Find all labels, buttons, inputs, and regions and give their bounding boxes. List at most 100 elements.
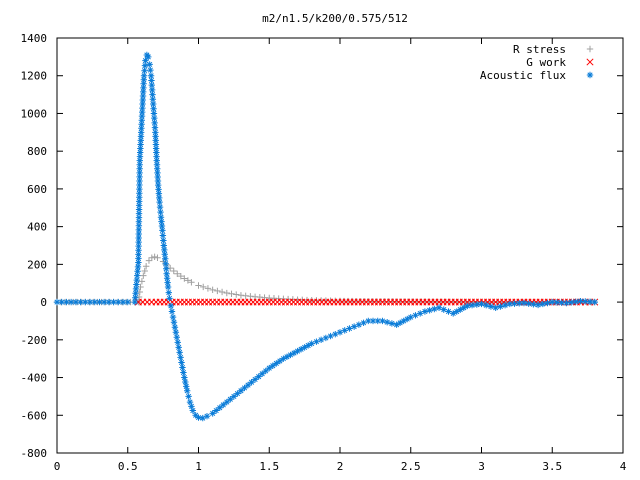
data-point <box>152 129 159 136</box>
x-tick-label: 0 <box>54 460 61 473</box>
x-tick-label: 0.5 <box>118 460 138 473</box>
data-point <box>136 198 143 205</box>
data-point <box>167 264 174 272</box>
data-point <box>450 310 457 317</box>
data-point <box>273 360 280 367</box>
data-point <box>140 72 148 79</box>
data-point <box>404 315 411 323</box>
data-point <box>468 302 476 309</box>
data-point <box>460 304 468 311</box>
data-point <box>138 125 145 132</box>
data-point <box>237 387 245 394</box>
data-point <box>158 222 166 230</box>
data-point <box>165 289 172 296</box>
data-point <box>147 72 155 79</box>
data-point <box>141 267 148 275</box>
data-point <box>435 304 443 311</box>
x-tick-label: 2.5 <box>401 460 421 473</box>
data-point <box>135 247 142 254</box>
chart-title: m2/n1.5/k200/0.575/512 <box>262 12 408 25</box>
y-tick-label: -600 <box>21 409 48 422</box>
data-point <box>177 272 185 280</box>
data-point <box>135 293 143 301</box>
data-point <box>159 232 167 239</box>
data-point <box>383 319 391 326</box>
data-point <box>173 334 181 341</box>
data-point <box>180 369 187 376</box>
data-point <box>332 330 339 338</box>
data-point <box>146 61 153 68</box>
data-point <box>138 121 145 128</box>
x-tick-label: 1 <box>195 460 202 473</box>
data-point <box>487 303 495 310</box>
x-tick-label: 4 <box>620 460 627 473</box>
data-point <box>177 354 184 361</box>
data-point <box>516 300 523 307</box>
data-point <box>135 214 143 221</box>
data-point <box>82 298 89 306</box>
data-point <box>248 379 255 386</box>
data-point <box>150 100 157 108</box>
axes: 0 0.5 1 1.5 2 2.5 3 3.5 4 1400 1200 1000 800 600 400 20… <box>21 32 627 473</box>
data-point <box>135 251 142 258</box>
data-point <box>160 237 167 244</box>
data-point <box>421 308 429 315</box>
data-point <box>135 230 142 238</box>
legend-marker <box>586 71 594 79</box>
data-point <box>136 173 143 181</box>
data-point <box>195 414 202 421</box>
data-point <box>164 279 171 286</box>
data-point <box>135 259 142 266</box>
data-point <box>544 299 551 307</box>
data-point <box>174 270 181 277</box>
x-tick-label: 3 <box>478 460 485 473</box>
data-point <box>96 298 103 306</box>
data-point <box>294 347 301 355</box>
data-point <box>251 376 259 383</box>
data-point <box>150 110 158 117</box>
data-point <box>228 290 235 297</box>
data-point <box>218 288 226 296</box>
data-point <box>269 362 276 369</box>
data-point <box>157 214 165 221</box>
data-point <box>145 257 153 264</box>
data-point <box>214 287 221 295</box>
data-point <box>241 384 248 392</box>
data-point <box>457 306 464 313</box>
data-point <box>567 299 575 306</box>
data-point <box>445 308 452 315</box>
data-point <box>497 303 504 310</box>
data-point <box>139 96 147 104</box>
data-point <box>186 398 194 406</box>
data-point <box>131 298 139 306</box>
data-point <box>156 194 163 202</box>
data-point <box>492 304 499 311</box>
data-point <box>262 367 269 375</box>
data-point <box>247 293 254 300</box>
data-point <box>365 317 372 325</box>
data-point <box>534 301 542 309</box>
data-point <box>346 325 353 332</box>
data-point <box>163 274 171 282</box>
data-point <box>220 401 227 409</box>
data-point <box>136 169 143 177</box>
data-point <box>140 76 148 83</box>
data-point <box>137 137 144 144</box>
data-point <box>100 298 108 306</box>
data-point <box>124 298 131 306</box>
data-point <box>525 300 532 307</box>
data-point <box>200 283 207 291</box>
legend-marker <box>586 45 594 53</box>
data-point <box>178 359 185 366</box>
data-point <box>169 313 177 321</box>
data-point <box>161 251 168 258</box>
data-point <box>149 91 156 98</box>
data-point <box>189 407 197 414</box>
y-tick-label: 800 <box>27 145 47 158</box>
data-point <box>142 263 150 270</box>
data-point <box>135 206 143 213</box>
data-point <box>133 276 140 284</box>
data-point <box>192 412 199 419</box>
data-point <box>290 349 298 357</box>
data-point <box>141 62 149 69</box>
